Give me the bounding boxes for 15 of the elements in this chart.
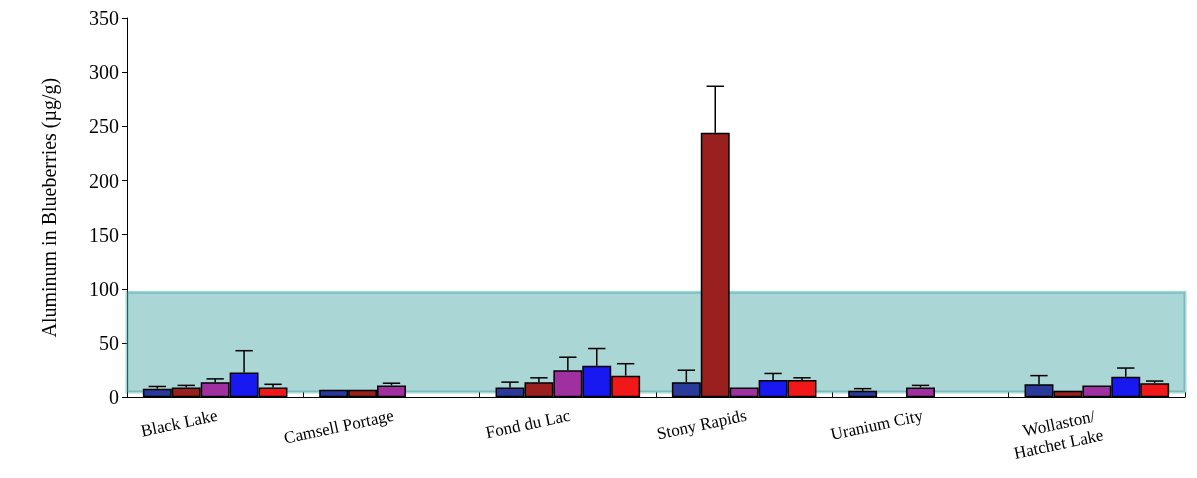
x-tick-label: Wollaston/ Hatchet Lake [1012,405,1106,463]
y-tick-label: 250 [89,115,119,138]
y-tick-label: 100 [89,277,119,300]
x-tick-label: Black Lake [139,405,220,441]
y-tick-label: 50 [99,332,119,355]
y-tick-label: 300 [89,61,119,84]
y-axis-title: Aluminum in Blueberries (µg/g) [38,77,61,338]
y-tick-label: 150 [89,223,119,246]
x-tick-label: Stony Rapids [655,405,749,444]
y-tick-label: 350 [89,7,119,29]
x-tick-label: Camsell Portage [282,405,396,448]
x-tick-label: Fond du Lac [483,405,573,443]
y-tick-label: 0 [109,386,119,409]
x-tick-label: Uranium City [828,405,926,444]
y-tick-label: 200 [89,169,119,192]
